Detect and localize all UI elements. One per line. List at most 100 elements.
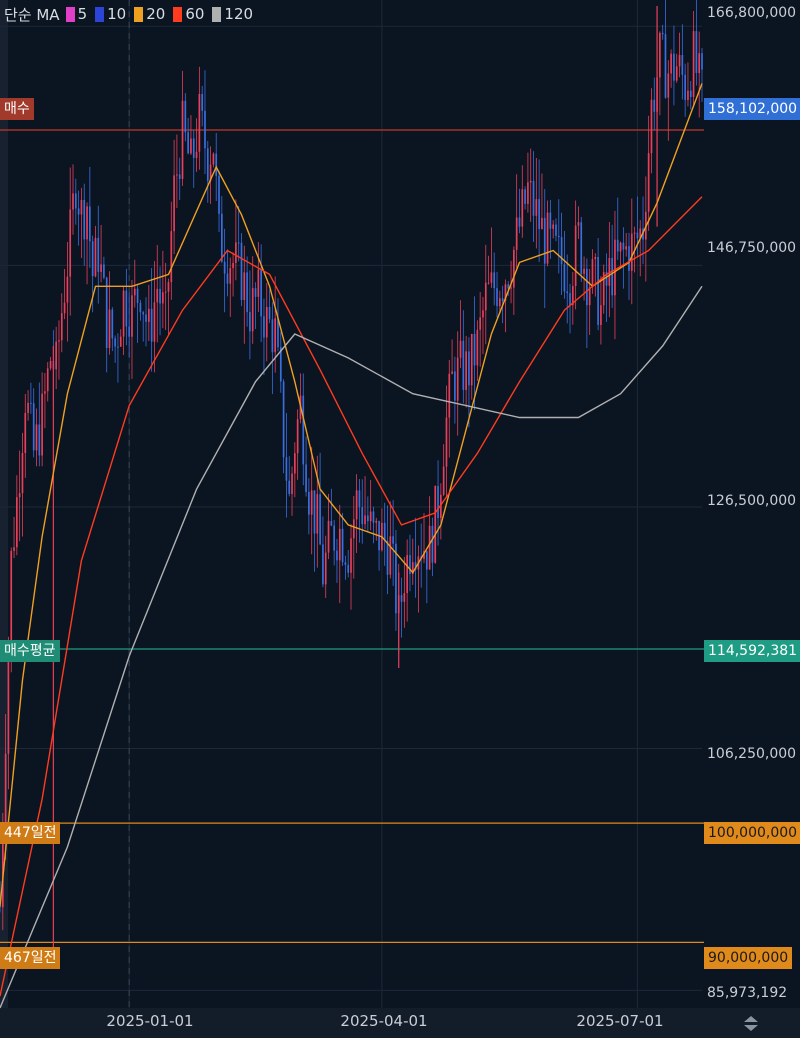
- candle-body: [355, 490, 358, 520]
- moving-average-20-line: [0, 83, 703, 907]
- candle-body: [103, 264, 105, 278]
- candle-body: [296, 419, 299, 454]
- ref-price-tag-buy: 158,102,000: [704, 98, 800, 120]
- candle-body: [302, 395, 305, 465]
- candle-body: [237, 242, 240, 244]
- candle-body: [594, 256, 597, 260]
- candle-body: [184, 100, 187, 133]
- candle-body: [240, 242, 243, 301]
- candle-body: [190, 138, 192, 154]
- candle-body: [181, 100, 184, 179]
- time-axis-strip: [0, 1008, 800, 1038]
- candle-body: [229, 268, 232, 284]
- candle-body: [667, 73, 670, 98]
- candle-body: [445, 417, 448, 467]
- x-tick-label-2: 2025-07-01: [576, 1012, 664, 1030]
- candle-body: [336, 550, 338, 561]
- candle-body: [566, 291, 569, 294]
- candle-body: [77, 208, 80, 215]
- candle-body: [176, 174, 178, 176]
- candle-body: [549, 212, 552, 229]
- ref-price-tag-467-days-ago: 90,000,000: [704, 947, 793, 969]
- candle-body: [583, 268, 585, 274]
- plot-background: [0, 0, 702, 1008]
- candle-body: [66, 276, 69, 303]
- candle-body: [473, 333, 476, 366]
- candle-body: [128, 326, 131, 337]
- moving-average-legend: 단순 MA 5 10 20 60 120: [4, 3, 255, 25]
- scale-toggle-icon[interactable]: [742, 1014, 760, 1032]
- candle-body: [173, 175, 175, 232]
- candle-body: [162, 292, 164, 304]
- candle-body: [476, 329, 479, 366]
- candle-body: [44, 391, 46, 394]
- candle-body: [249, 312, 251, 332]
- candle-body: [650, 99, 653, 154]
- candle-body: [428, 525, 431, 570]
- candle-body: [518, 217, 521, 227]
- candle-body: [69, 209, 72, 277]
- candle-body: [411, 562, 414, 575]
- candle-body: [675, 66, 678, 81]
- candle-body: [319, 494, 321, 545]
- candle-body: [689, 90, 692, 97]
- candle-body: [507, 284, 510, 289]
- candle-body: [358, 490, 361, 508]
- candle-body: [232, 262, 234, 269]
- candle-body: [212, 153, 215, 165]
- candle-body: [204, 110, 206, 149]
- candle-body: [586, 268, 588, 306]
- candle-body: [277, 318, 279, 348]
- candle-body: [515, 217, 518, 250]
- candle-body: [147, 308, 150, 322]
- candle-body: [538, 199, 540, 230]
- candle-body: [602, 272, 605, 306]
- candle-body: [513, 249, 515, 288]
- candle-body: [257, 269, 260, 297]
- candle-body: [369, 511, 372, 522]
- candle-body: [164, 291, 167, 293]
- candle-body: [479, 317, 482, 330]
- candle-body: [395, 543, 397, 614]
- candle-body: [206, 148, 209, 181]
- candle-body: [89, 206, 91, 242]
- left-edge-strip: [0, 0, 8, 1008]
- candle-body: [361, 507, 364, 525]
- candle-body: [639, 228, 642, 239]
- candle-body: [625, 246, 628, 250]
- candle-body: [80, 200, 83, 215]
- candle-body: [546, 212, 549, 264]
- legend-swatch-ma10: [95, 6, 105, 22]
- candle-body: [611, 258, 613, 296]
- candle-body: [58, 340, 60, 342]
- candle-body: [406, 555, 409, 594]
- candle-body: [552, 224, 555, 229]
- candle-body: [201, 94, 204, 111]
- candle-body: [49, 360, 52, 369]
- candle-body: [698, 53, 701, 74]
- candle-body: [490, 272, 493, 283]
- candle-body: [695, 31, 698, 74]
- candle-body: [32, 403, 35, 451]
- candle-body: [557, 235, 560, 238]
- legend-swatch-ma5: [65, 6, 75, 22]
- candle-body: [316, 494, 319, 534]
- candle-body: [622, 242, 625, 250]
- y-tick-label-1: 146,750,000: [707, 240, 797, 256]
- candle-body: [375, 520, 378, 523]
- candle-body: [60, 313, 63, 341]
- candle-body: [260, 269, 262, 317]
- candle-body: [352, 519, 355, 539]
- candle-body: [288, 480, 291, 494]
- y-tick-label-3: 106,250,000: [707, 746, 797, 762]
- candle-body: [198, 94, 201, 152]
- candle-body: [614, 239, 616, 296]
- legend-swatch-ma60: [173, 6, 183, 22]
- candle-body: [38, 424, 41, 456]
- candle-body: [664, 34, 667, 98]
- candle-body: [330, 520, 333, 526]
- candle-body: [383, 522, 386, 541]
- candle-body: [605, 272, 608, 286]
